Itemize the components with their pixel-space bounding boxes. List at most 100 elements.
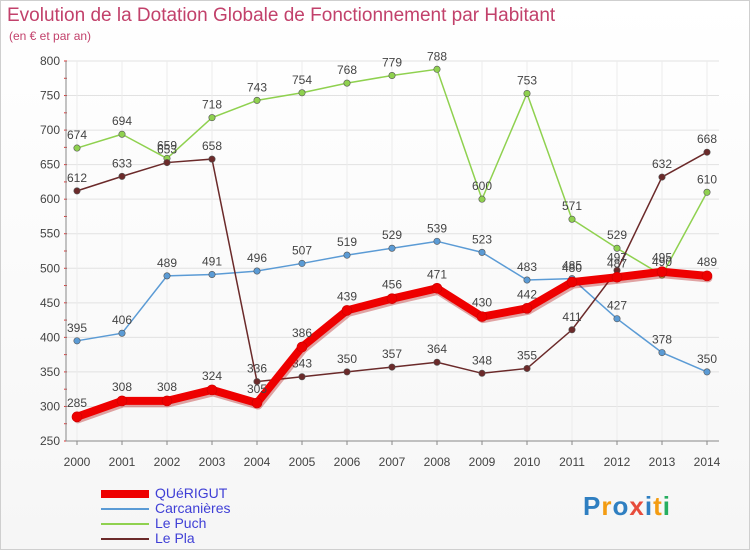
x-tick-label: 2013	[649, 455, 676, 469]
legend-label: Le Pla	[155, 530, 195, 546]
data-point	[613, 315, 621, 323]
data-label: 632	[652, 157, 672, 171]
x-tick-label: 2001	[109, 455, 136, 469]
data-point	[208, 114, 216, 122]
data-label: 348	[472, 353, 492, 367]
logo-letter: o	[612, 491, 630, 521]
x-tick-label: 2006	[334, 455, 361, 469]
data-point	[73, 337, 81, 345]
data-label: 490	[652, 255, 672, 269]
data-point	[703, 188, 711, 196]
data-point	[208, 155, 216, 163]
data-label: 507	[292, 243, 312, 257]
data-label: 350	[697, 352, 717, 366]
data-label: 483	[517, 260, 537, 274]
data-point	[701, 270, 713, 282]
data-point	[476, 311, 488, 322]
legend-label: Carcanières	[155, 500, 231, 516]
data-point	[253, 267, 261, 275]
data-label: 768	[337, 63, 357, 77]
data-label: 442	[517, 287, 537, 301]
data-point	[343, 251, 351, 259]
y-tick-label: 600	[40, 192, 60, 206]
data-point	[703, 148, 711, 156]
data-label: 386	[292, 326, 312, 340]
data-point	[523, 89, 531, 97]
legend-swatch	[101, 523, 149, 525]
y-tick-label: 450	[40, 296, 60, 310]
data-point	[388, 363, 396, 371]
data-point	[568, 326, 576, 334]
data-label: 456	[382, 278, 402, 292]
y-tick-label: 800	[40, 54, 60, 68]
data-point	[118, 329, 126, 337]
logo-letter: r	[601, 491, 613, 521]
data-label: 610	[697, 172, 717, 186]
data-point	[118, 172, 126, 180]
proxiti-logo: Proxiti	[583, 491, 671, 522]
logo-letter: t	[653, 491, 663, 521]
x-tick-label: 2000	[64, 455, 91, 469]
chart-subtitle: (en € et par an)	[9, 29, 92, 43]
x-tick-label: 2004	[244, 455, 271, 469]
data-point	[116, 395, 128, 407]
x-tick-label: 2007	[379, 455, 406, 469]
data-point	[163, 159, 171, 167]
data-point	[703, 368, 711, 376]
data-label: 357	[382, 347, 402, 361]
data-label: 364	[427, 342, 447, 356]
data-label: 350	[337, 352, 357, 366]
data-label: 308	[157, 380, 177, 394]
data-label: 324	[202, 369, 222, 383]
y-tick-label: 350	[40, 365, 60, 379]
x-tick-label: 2014	[694, 455, 721, 469]
data-label: 600	[472, 179, 492, 193]
data-label: 753	[517, 73, 537, 87]
data-point	[253, 96, 261, 104]
data-label: 406	[112, 313, 132, 327]
legend-swatch	[101, 508, 149, 510]
data-label: 612	[67, 171, 87, 185]
data-label: 487	[607, 256, 627, 270]
data-point	[73, 144, 81, 152]
y-tick-label: 700	[40, 123, 60, 137]
data-label: 305	[247, 382, 267, 396]
data-point	[431, 283, 443, 294]
data-point	[298, 373, 306, 381]
data-point	[566, 276, 578, 288]
data-label: 571	[562, 199, 582, 213]
series-carcani-res: 395 406 489 491 496 507 519 529 539 523 483 485 427 3…	[67, 221, 717, 376]
y-tick-label: 500	[40, 261, 60, 275]
data-label: 529	[607, 228, 627, 242]
x-tick-label: 2002	[154, 455, 181, 469]
data-point	[523, 276, 531, 284]
logo-letter: P	[583, 491, 602, 521]
legend-label: QUéRIGUT	[155, 485, 228, 501]
data-point	[118, 130, 126, 138]
y-tick-label: 650	[40, 158, 60, 172]
data-label: 668	[697, 132, 717, 146]
data-point	[388, 72, 396, 80]
data-label: 489	[157, 256, 177, 270]
data-point	[161, 395, 173, 407]
x-tick-label: 2005	[289, 455, 316, 469]
data-label: 430	[472, 296, 492, 310]
data-label: 743	[247, 80, 267, 94]
data-point	[658, 349, 666, 357]
data-point	[208, 270, 216, 278]
data-point	[253, 378, 261, 386]
data-label: 633	[112, 156, 132, 170]
data-label: 485	[562, 259, 582, 273]
data-point	[433, 237, 441, 245]
x-tick-label: 2009	[469, 455, 496, 469]
data-label: 674	[67, 128, 87, 142]
data-label: 395	[67, 321, 87, 335]
data-point	[478, 248, 486, 256]
data-label: 491	[202, 254, 222, 268]
data-point	[656, 266, 668, 278]
data-point	[343, 79, 351, 87]
data-label: 427	[607, 299, 627, 313]
logo-letter: i	[662, 491, 671, 521]
data-label: 539	[427, 221, 447, 235]
